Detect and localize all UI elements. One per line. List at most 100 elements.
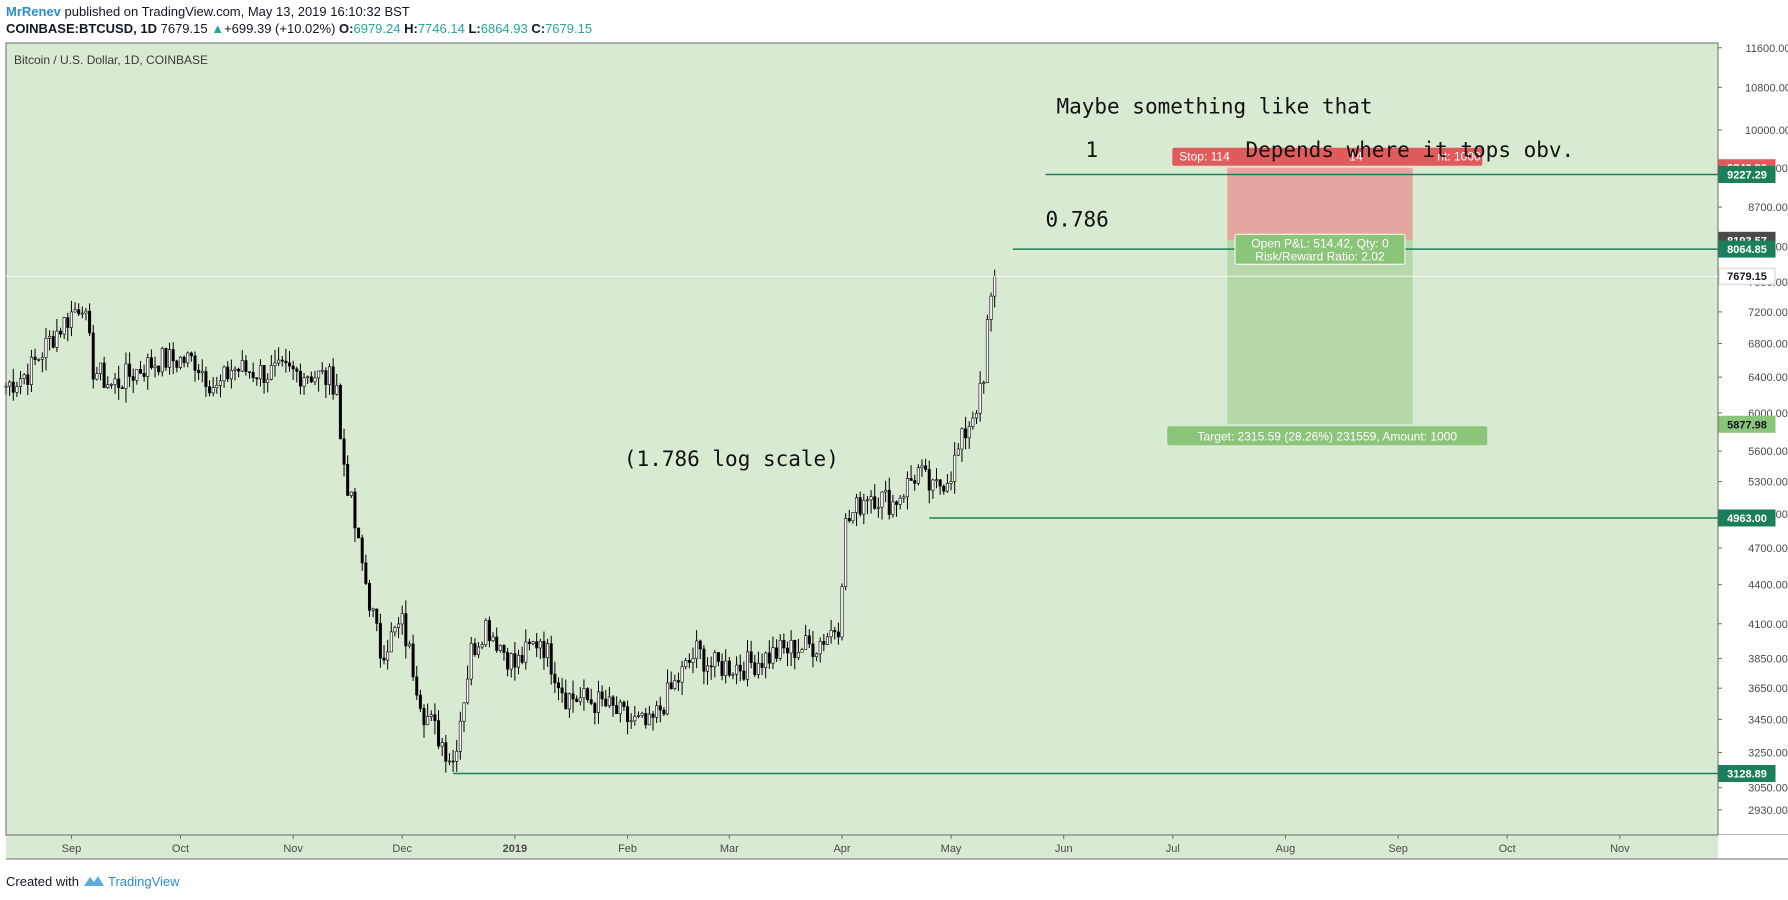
candle-body bbox=[582, 688, 586, 699]
price-badge bbox=[1718, 764, 1776, 782]
candle-body bbox=[764, 652, 768, 668]
candle-body bbox=[818, 641, 822, 655]
y-tick-label: 4400.00 bbox=[1748, 580, 1788, 592]
time-axis[interactable] bbox=[6, 835, 1718, 859]
candle-body bbox=[658, 705, 662, 711]
chart-annotation: 0.786 bbox=[1046, 208, 1109, 232]
candle-body bbox=[102, 362, 106, 388]
tradingview-brand-link[interactable]: TradingView bbox=[108, 874, 180, 889]
x-tick-label: Oct bbox=[1499, 843, 1516, 855]
x-tick-label: Sep bbox=[62, 843, 82, 855]
candle-body bbox=[935, 479, 939, 481]
candle-body bbox=[858, 497, 862, 515]
y-tick-label: 10000.00 bbox=[1745, 125, 1788, 137]
author-link[interactable]: MrRenev bbox=[6, 4, 61, 19]
candle-body bbox=[306, 376, 310, 379]
candle-body bbox=[277, 359, 281, 364]
candle-body bbox=[756, 662, 760, 675]
candle-body bbox=[596, 691, 600, 713]
candle-body bbox=[669, 682, 673, 690]
candle-body bbox=[524, 641, 528, 663]
candle-body bbox=[716, 652, 720, 662]
candle-body bbox=[905, 478, 909, 498]
stop-label-bg bbox=[1172, 147, 1483, 166]
candle-body bbox=[578, 697, 582, 702]
candle-body bbox=[575, 698, 579, 702]
candle-body bbox=[415, 676, 419, 696]
candle-body bbox=[793, 639, 797, 658]
candle-body bbox=[4, 385, 8, 388]
candle-body bbox=[884, 489, 888, 493]
candle-body bbox=[691, 658, 695, 663]
candle-body bbox=[466, 678, 470, 704]
candle-body bbox=[269, 365, 273, 380]
x-tick-label: Apr bbox=[833, 843, 850, 855]
chart-annotation: (1.786 log scale) bbox=[624, 447, 839, 471]
candle-body bbox=[80, 312, 84, 315]
candle-body bbox=[197, 369, 201, 374]
candle-body bbox=[604, 698, 608, 707]
candle-body bbox=[215, 384, 219, 388]
candle-body bbox=[851, 512, 855, 522]
candle-body bbox=[226, 366, 230, 380]
candle-body bbox=[273, 362, 277, 366]
candle-body bbox=[931, 479, 935, 491]
candle-body bbox=[789, 639, 793, 654]
candle-body bbox=[709, 665, 713, 668]
candle-body bbox=[891, 501, 895, 515]
x-tick-label: Jun bbox=[1055, 843, 1073, 855]
chart-title: Bitcoin / U.S. Dollar, 1D, COINBASE bbox=[14, 53, 208, 67]
candle-body bbox=[549, 643, 553, 675]
candle-body bbox=[138, 369, 142, 374]
stop-label-end: nt: 1000 bbox=[1437, 150, 1481, 164]
candle-body bbox=[378, 623, 382, 659]
candle-body bbox=[746, 651, 750, 680]
target-label: Target: 2315.59 (28.26%) 231559, Amount:… bbox=[1198, 429, 1458, 443]
candle-body bbox=[11, 381, 15, 393]
candle-body bbox=[208, 386, 212, 394]
candle-body bbox=[586, 688, 590, 700]
candle-body bbox=[633, 716, 637, 722]
x-tick-label: Nov bbox=[283, 843, 303, 855]
tradingview-logo-icon[interactable] bbox=[83, 874, 108, 889]
candle-body bbox=[974, 412, 978, 419]
position-tool[interactable] bbox=[1227, 167, 1413, 425]
candle-body bbox=[229, 369, 233, 380]
candle-body bbox=[796, 651, 800, 658]
candle-body bbox=[895, 501, 899, 505]
symbol-label: COINBASE:BTCUSD, 1D bbox=[6, 21, 157, 36]
candle-body bbox=[538, 641, 542, 649]
price-badge bbox=[1718, 165, 1776, 183]
candle-body bbox=[66, 317, 70, 328]
candle-body bbox=[411, 643, 415, 678]
candle-body bbox=[128, 363, 132, 377]
position-labels: Stop: 114 14 nt: 1000 Open P&L: 514.42, Qty… bbox=[1167, 147, 1488, 446]
candle-body bbox=[706, 665, 710, 672]
y-tick-label: 3250.00 bbox=[1748, 747, 1788, 759]
candle-body bbox=[985, 319, 989, 383]
candle-body bbox=[640, 713, 644, 716]
candle-body bbox=[673, 680, 677, 690]
price-badge bbox=[1718, 267, 1776, 285]
target-zone[interactable] bbox=[1227, 240, 1413, 425]
y-tick-label: 3450.00 bbox=[1748, 714, 1788, 726]
candle-body bbox=[440, 742, 444, 747]
candle-body bbox=[775, 647, 779, 659]
candle-body bbox=[491, 636, 495, 641]
stop-zone[interactable] bbox=[1227, 167, 1413, 241]
candle-body bbox=[811, 643, 815, 658]
candle-body bbox=[942, 485, 946, 492]
candle-body bbox=[473, 643, 477, 656]
candle-body bbox=[520, 654, 524, 663]
candle-body bbox=[8, 381, 12, 387]
candle-body bbox=[702, 648, 706, 672]
y-tick-label: 7200.00 bbox=[1748, 307, 1788, 319]
horizontal-lines[interactable] bbox=[6, 173, 1718, 775]
candle-body bbox=[615, 705, 619, 715]
candle-body bbox=[426, 716, 430, 726]
candle-body bbox=[109, 384, 113, 386]
candle-body bbox=[462, 702, 466, 722]
candle-body bbox=[989, 295, 993, 320]
candle-body bbox=[189, 352, 193, 357]
